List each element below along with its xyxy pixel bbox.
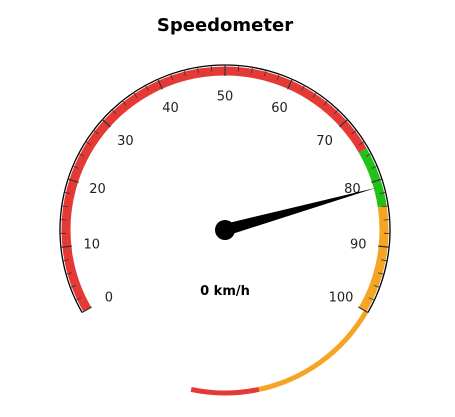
- tick-label: 20: [89, 182, 106, 197]
- minor-tick: [251, 67, 253, 74]
- minor-tick: [378, 272, 385, 275]
- gauge-band-2: [358, 206, 389, 312]
- tick-label: 0: [105, 291, 113, 306]
- major-tick: [60, 245, 72, 248]
- major-tick: [378, 245, 390, 248]
- minor-tick: [312, 92, 317, 98]
- minor-tick: [351, 129, 357, 135]
- speed-readout: 0 km/h: [200, 284, 250, 299]
- major-tick: [358, 306, 369, 314]
- minor-tick: [65, 272, 72, 275]
- major-tick: [67, 178, 79, 183]
- minor-tick: [85, 141, 91, 146]
- gauge-outer-band-0: [258, 310, 369, 392]
- minor-tick: [381, 259, 388, 262]
- gauge-band-0: [61, 66, 367, 312]
- minor-tick: [264, 70, 267, 77]
- minor-tick: [111, 109, 117, 115]
- minor-tick: [61, 205, 68, 208]
- minor-tick: [62, 259, 69, 262]
- minor-tick: [78, 153, 85, 157]
- minor-tick: [379, 191, 386, 195]
- tick-label: 40: [162, 101, 179, 116]
- gauge-band-1: [358, 148, 387, 208]
- minor-tick: [276, 74, 280, 80]
- major-tick: [101, 119, 111, 128]
- minor-tick: [333, 109, 339, 115]
- minor-tick: [323, 100, 328, 106]
- major-tick: [287, 79, 293, 90]
- minor-tick: [122, 100, 127, 106]
- chart-title: Speedometer: [156, 15, 294, 36]
- tick-label: 100: [329, 291, 354, 306]
- minor-tick: [382, 205, 389, 208]
- minor-tick: [301, 85, 305, 91]
- minor-tick: [72, 165, 79, 169]
- minor-tick: [170, 74, 174, 80]
- minor-tick: [145, 85, 149, 91]
- tick-label: 90: [350, 238, 367, 253]
- minor-tick: [183, 70, 186, 77]
- gauge-needle: [223, 187, 377, 236]
- major-tick: [81, 306, 92, 314]
- tick-label: 70: [316, 134, 333, 149]
- minor-tick: [70, 285, 77, 288]
- major-tick: [339, 119, 349, 128]
- minor-tick: [64, 191, 71, 195]
- major-tick: [371, 178, 383, 183]
- tick-label: 30: [117, 134, 134, 149]
- minor-tick: [373, 285, 380, 288]
- minor-tick: [368, 297, 375, 301]
- minor-tick: [365, 153, 372, 157]
- tick-label: 50: [217, 90, 234, 105]
- minor-tick: [197, 67, 199, 74]
- tick-label: 60: [271, 101, 288, 116]
- minor-tick: [371, 165, 378, 169]
- needle-pivot: [215, 220, 235, 240]
- gauge-outer-band-1: [190, 386, 260, 396]
- minor-tick: [93, 129, 99, 135]
- minor-tick: [133, 92, 138, 98]
- minor-tick: [75, 297, 82, 301]
- major-tick: [157, 79, 163, 90]
- minor-tick: [237, 65, 240, 72]
- minor-tick: [210, 65, 213, 72]
- minor-tick: [359, 141, 365, 146]
- tick-label: 10: [83, 238, 100, 253]
